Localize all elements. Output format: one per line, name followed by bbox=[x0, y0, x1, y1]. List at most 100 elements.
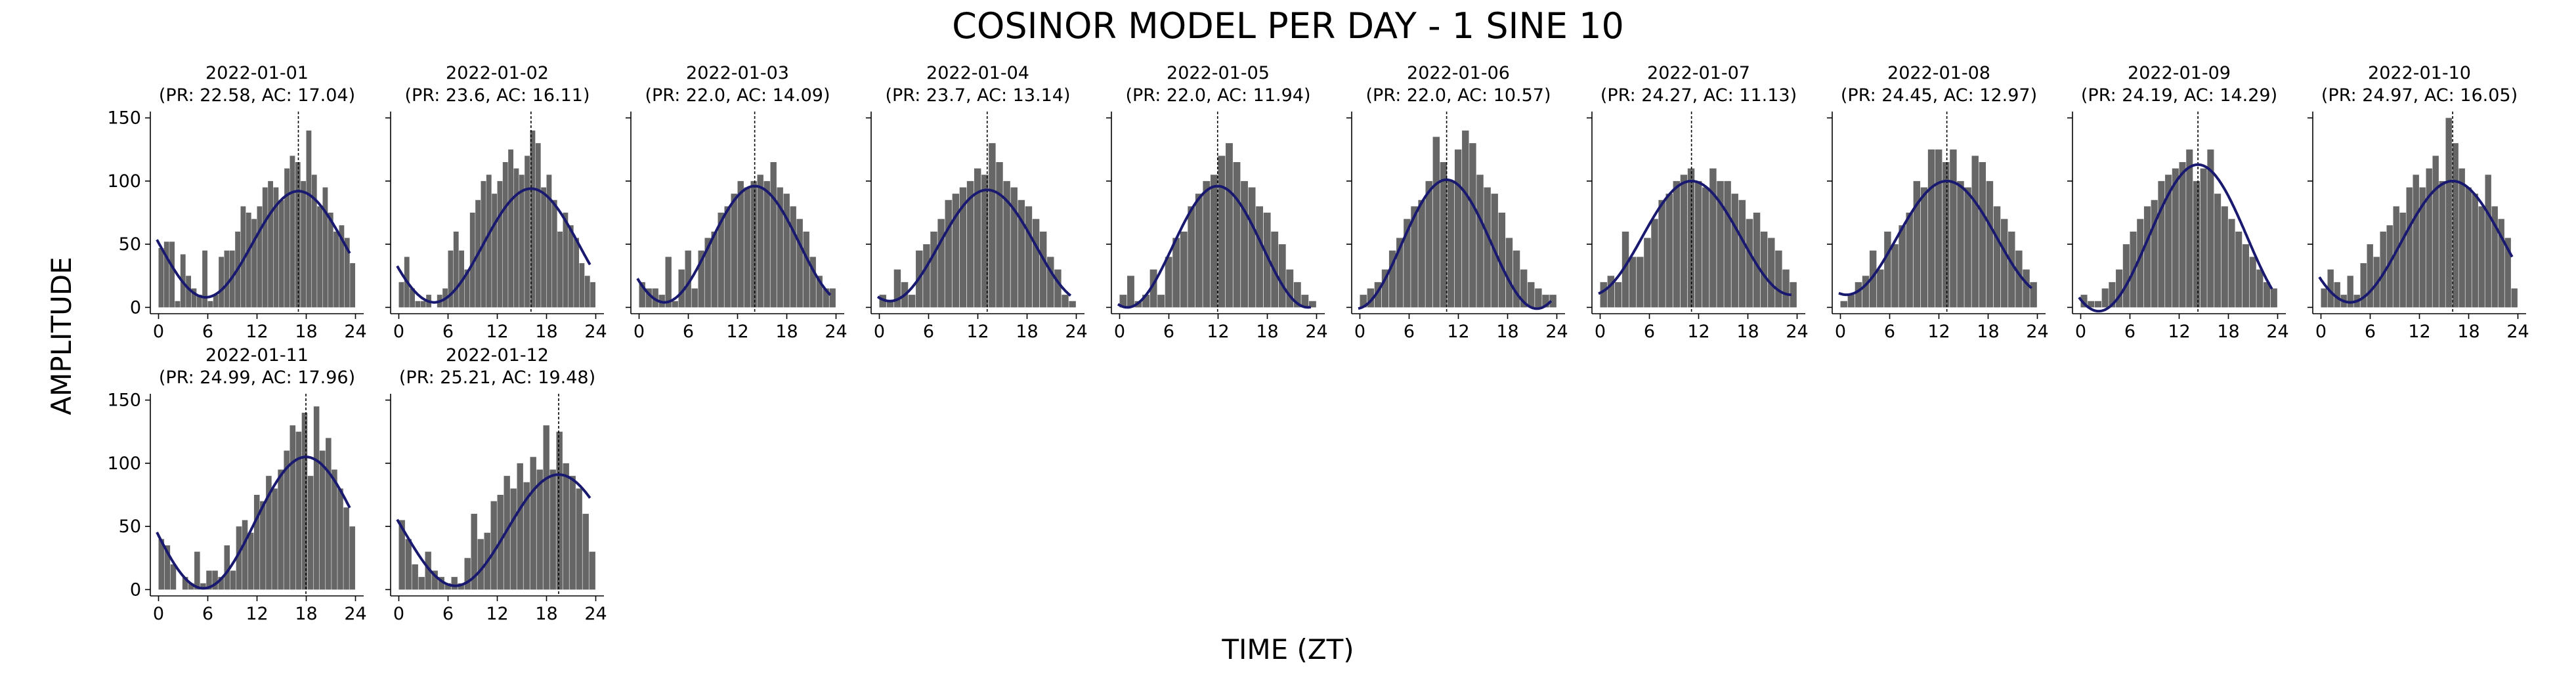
histogram-bar bbox=[169, 242, 175, 308]
histogram-bar bbox=[724, 206, 731, 308]
panels-container: 2022-01-01(PR: 22.58, AC: 17.04) 0 6 12 18 24… bbox=[107, 63, 2529, 624]
panel-subtitle: (PR: 23.7, AC: 13.14) bbox=[885, 85, 1070, 106]
histogram-bar bbox=[2413, 175, 2419, 308]
histogram-bar bbox=[744, 187, 750, 308]
x-tick-label: 6 bbox=[1404, 322, 1415, 342]
histogram-bar bbox=[230, 570, 236, 590]
x-tick-label: 18 bbox=[295, 322, 317, 342]
histogram-bar bbox=[1263, 213, 1271, 308]
x-tick-label: 0 bbox=[1595, 322, 1606, 342]
histogram-bar bbox=[333, 231, 339, 308]
x-tick-label: 12 bbox=[486, 604, 508, 624]
panel-2022-01-07: 2022-01-07(PR: 24.27, AC: 11.13) 0 6 12 18 24 bbox=[1587, 63, 1809, 342]
histogram-bar bbox=[306, 130, 312, 308]
histogram-bar bbox=[163, 242, 169, 308]
x-tick-label: 12 bbox=[726, 322, 748, 342]
histogram-bar bbox=[2399, 213, 2406, 308]
histogram-bar bbox=[530, 130, 536, 308]
histogram-bar bbox=[1165, 257, 1172, 308]
y-tick-label: 100 bbox=[107, 453, 141, 474]
histogram-bar bbox=[2491, 206, 2498, 308]
panel-title: 2022-01-05 bbox=[1167, 63, 1270, 83]
histogram-bar bbox=[1651, 219, 1658, 308]
histogram-bar bbox=[579, 263, 585, 308]
histogram-bar bbox=[2000, 219, 2008, 308]
x-tick-label: 24 bbox=[1305, 322, 1327, 342]
x-tick-label: 18 bbox=[535, 604, 557, 624]
histogram-bar bbox=[2228, 219, 2235, 308]
histogram-bar bbox=[272, 488, 278, 590]
histogram-bar bbox=[1906, 213, 1913, 308]
panel-subtitle: (PR: 23.6, AC: 16.11) bbox=[404, 85, 590, 106]
histogram-bar bbox=[829, 288, 836, 308]
histogram-bar bbox=[2327, 269, 2334, 308]
panel-title: 2022-01-06 bbox=[1407, 63, 1510, 83]
histogram-bar bbox=[1629, 257, 1637, 308]
histogram-bar bbox=[731, 194, 737, 308]
histogram-bar bbox=[672, 301, 678, 308]
histogram-bar bbox=[2242, 244, 2249, 308]
x-tick-label: 24 bbox=[344, 322, 366, 342]
histogram-bar bbox=[2439, 180, 2445, 308]
histogram-bar bbox=[576, 488, 582, 590]
histogram-bar bbox=[1869, 250, 1877, 308]
histogram-bar bbox=[194, 551, 200, 590]
histogram-bar bbox=[893, 269, 901, 308]
histogram-bar bbox=[284, 168, 290, 308]
histogram-bar bbox=[1927, 149, 1935, 308]
x-axis-label: TIME (ZT) bbox=[1221, 633, 1354, 665]
histogram-bar bbox=[2498, 219, 2504, 308]
y-tick-label: 100 bbox=[107, 171, 141, 192]
histogram-bar bbox=[1782, 269, 1790, 308]
y-tick-label: 150 bbox=[107, 390, 141, 411]
histogram-bar bbox=[1248, 187, 1256, 308]
histogram-bar bbox=[1388, 250, 1396, 308]
histogram-bar bbox=[295, 162, 301, 308]
histogram-bar bbox=[809, 257, 816, 308]
histogram-bar bbox=[563, 213, 569, 308]
histogram-bar bbox=[246, 213, 251, 308]
histogram-bar bbox=[196, 295, 202, 308]
x-tick-label: 6 bbox=[1644, 322, 1655, 342]
histogram-bar bbox=[678, 269, 685, 308]
histogram-bar bbox=[1142, 295, 1149, 308]
histogram-bar bbox=[1367, 288, 1375, 308]
cosinor-fit-curve bbox=[1358, 179, 1553, 310]
y-tick-label: 50 bbox=[119, 516, 141, 537]
histogram-bar bbox=[307, 476, 314, 590]
histogram-bar bbox=[1513, 250, 1520, 308]
histogram-bar bbox=[1149, 269, 1157, 308]
histogram-bar bbox=[175, 301, 181, 308]
histogram-bar bbox=[952, 194, 960, 308]
histogram-bar bbox=[698, 250, 704, 308]
histogram-bar bbox=[1913, 180, 1921, 308]
histogram-bar bbox=[2080, 295, 2088, 308]
histogram-bar bbox=[1054, 269, 1062, 308]
histogram-bar bbox=[1920, 187, 1928, 308]
x-tick-label: 12 bbox=[1927, 322, 1950, 342]
histogram-bar bbox=[469, 213, 475, 308]
histogram-bar bbox=[2165, 175, 2172, 308]
histogram-bar bbox=[584, 276, 590, 308]
histogram-bar bbox=[2088, 301, 2095, 308]
histogram-bar bbox=[2406, 187, 2413, 308]
histogram-bar bbox=[568, 225, 574, 308]
histogram-bar bbox=[295, 431, 302, 590]
histogram-bar bbox=[966, 180, 974, 308]
histogram-bar bbox=[2122, 244, 2130, 308]
histogram-bar bbox=[1003, 180, 1010, 308]
histogram-bar bbox=[1943, 162, 1950, 308]
histogram-bar bbox=[337, 488, 343, 590]
panel-title: 2022-01-01 bbox=[205, 63, 309, 83]
histogram-bar bbox=[2023, 269, 2030, 308]
cosinor-fit-curve bbox=[1838, 179, 2033, 297]
histogram-bar bbox=[790, 206, 796, 308]
histogram-bar bbox=[996, 162, 1003, 308]
histogram-bar bbox=[2143, 206, 2151, 308]
panel-subtitle: (PR: 24.99, AC: 17.96) bbox=[159, 368, 355, 388]
histogram-bar bbox=[257, 206, 263, 308]
histogram-bar bbox=[582, 513, 589, 590]
histogram-bar bbox=[685, 250, 691, 308]
x-tick-label: 12 bbox=[1687, 322, 1709, 342]
